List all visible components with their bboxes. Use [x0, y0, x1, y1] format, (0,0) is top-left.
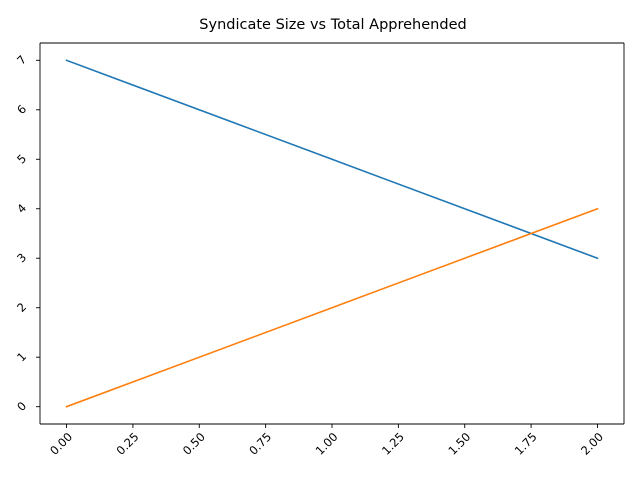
- x-tick-label: 0.75: [246, 430, 274, 458]
- axes-layer: 0.00 0.25 0.50 0.75 1.00 1.25 1.50 1.75 2.00 0 1 2 3…: [14, 42, 625, 458]
- x-tick-label: 0.50: [180, 430, 208, 458]
- series-line-2: [65, 207, 599, 408]
- x-tick-label: 1.00: [313, 430, 341, 458]
- series-line-1: [65, 59, 599, 260]
- x-tick-label: 0.25: [113, 430, 141, 458]
- y-tick-label: 4: [14, 201, 29, 216]
- y-tick-label: 6: [14, 102, 29, 117]
- y-tick-label: 2: [14, 300, 29, 315]
- y-tick-label: 0: [14, 399, 29, 414]
- y-tick-label: 5: [14, 151, 29, 166]
- x-tick-label: 1.75: [512, 430, 540, 458]
- x-tick-label: 2.00: [578, 430, 606, 458]
- x-tick-label: 1.25: [379, 430, 407, 458]
- y-tick-label: 1: [14, 349, 29, 364]
- x-tick-label: 0.00: [47, 430, 75, 458]
- x-tick-label: 1.50: [445, 430, 473, 458]
- series-layer: [65, 59, 599, 408]
- y-tick-label: 7: [14, 52, 29, 67]
- y-tick-label: 3: [14, 250, 29, 265]
- chart-title: Syndicate Size vs Total Apprehended: [199, 17, 466, 33]
